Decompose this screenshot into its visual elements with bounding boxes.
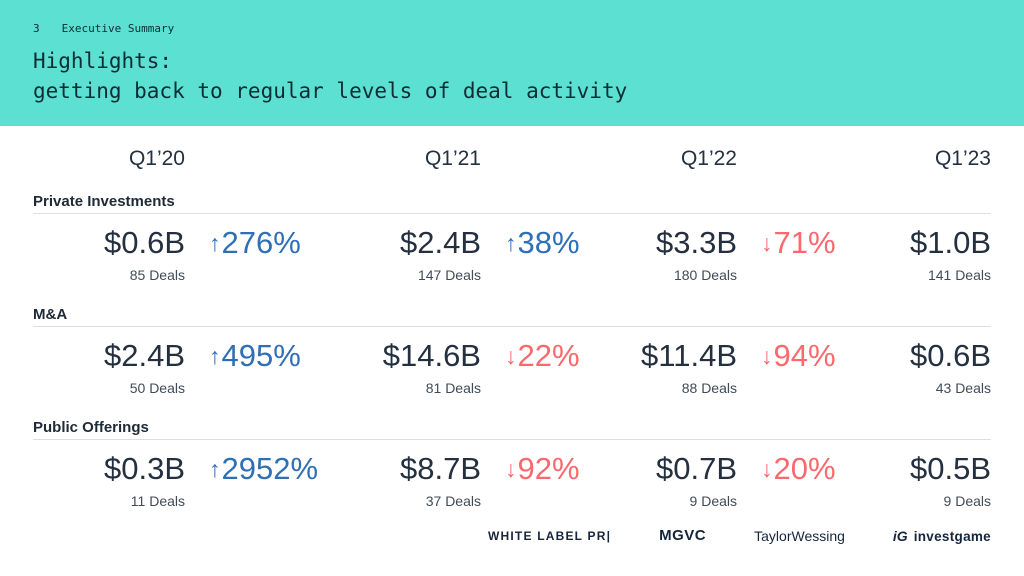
column-header-q1-20: Q1’20 [128,147,185,170]
investgame-monogram-icon: iG [892,527,908,544]
change-value: 38% [517,225,580,260]
change-value: 22% [517,338,580,373]
change-value: 20% [773,451,836,486]
section-label: Public Offerings [33,419,149,436]
deal-count: 37 Deals [425,493,481,509]
deal-count: 50 Deals [129,380,185,396]
value-cell: $1.0B [909,225,991,260]
column-header-q1-22: Q1’22 [680,147,737,170]
value-cell: $11.4B [641,338,737,373]
deal-count: 81 Deals [425,380,481,396]
value-cell: $0.6B [103,225,185,260]
change-cell: ↑38% [481,225,580,263]
change-value: 2952% [221,451,319,486]
arrow-down-icon: ↓ [505,456,517,482]
section-m-and-a: M&A $2.4B ↑495% $14.6B ↓22% $11.4B ↓94% … [33,305,991,397]
arrow-up-icon: ↑ [505,230,517,256]
change-value: 495% [221,338,301,373]
deal-count: 147 Deals [417,267,481,283]
arrow-up-icon: ↑ [209,456,221,482]
deal-count: 9 Deals [943,493,991,509]
section-eyebrow: Executive Summary [61,22,175,35]
investgame-wordmark: investgame [913,528,991,544]
page-number: 3 [33,22,40,35]
change-cell: ↓94% [737,338,836,376]
change-value: 276% [221,225,301,260]
slide-content: Q1’20 Q1’21 Q1’22 Q1’23 Private Investme… [0,147,1024,544]
change-cell: ↓71% [737,225,836,263]
title-line-2: getting back to regular levels of deal a… [33,79,628,103]
deal-count: 11 Deals [130,493,185,509]
change-cell: ↓92% [481,451,580,489]
value-cell: $2.4B [399,225,481,260]
change-value: 94% [773,338,836,373]
value-cell: $14.6B [382,338,481,373]
arrow-down-icon: ↓ [761,230,773,256]
arrow-up-icon: ↑ [209,230,221,256]
taylor-wessing-logo: TaylorWessing [754,527,845,544]
footer-logos: WHITE LABEL PR| MGVC TaylorWessing iG in… [33,527,991,544]
section-label: Private Investments [33,193,175,210]
mgvc-logo: MGVC [659,527,707,544]
section-public-offerings: Public Offerings $0.3B ↑2952% $8.7B ↓92%… [33,418,991,510]
section-private-investments: Private Investments $0.6B ↑276% $2.4B ↑3… [33,192,991,284]
column-header-q1-21: Q1’21 [424,147,481,170]
section-label: M&A [33,306,68,323]
table-row: $0.6B ↑276% $2.4B ↑38% $3.3B ↓71% $1.0B … [33,213,991,284]
value-cell: $2.4B [103,338,185,373]
deal-count: 43 Deals [935,380,991,396]
change-cell: ↑495% [185,338,301,376]
breadcrumb: 3 Executive Summary [33,22,991,35]
table-row: $0.3B ↑2952% $8.7B ↓92% $0.7B ↓20% $0.5B… [33,439,991,510]
page-title: Highlights: getting back to regular leve… [33,46,991,106]
investgame-logo: iG investgame [893,528,991,544]
column-header-q1-23: Q1’23 [934,147,991,170]
change-cell: ↑2952% [185,451,318,489]
change-cell: ↓20% [737,451,836,489]
arrow-down-icon: ↓ [505,343,517,369]
value-cell: $0.3B [103,451,185,486]
value-cell: $0.5B [909,451,991,486]
table-row: $2.4B ↑495% $14.6B ↓22% $11.4B ↓94% $0.6… [33,326,991,397]
value-cell: $0.6B [909,338,991,373]
value-cell: $8.7B [399,451,481,486]
deal-count: 85 Deals [129,267,185,283]
arrow-down-icon: ↓ [761,343,773,369]
deal-count: 180 Deals [673,267,737,283]
change-value: 71% [773,225,836,260]
deal-count: 9 Deals [689,493,737,509]
value-cell: $3.3B [655,225,737,260]
header-band: 3 Executive Summary Highlights: getting … [0,0,1024,126]
change-cell: ↑276% [185,225,301,263]
deal-count: 141 Deals [927,267,991,283]
arrow-down-icon: ↓ [761,456,773,482]
title-line-1: Highlights: [33,49,173,73]
white-label-pr-logo: WHITE LABEL PR| [488,528,612,543]
change-cell: ↓22% [481,338,580,376]
quarter-header-row: Q1’20 Q1’21 Q1’22 Q1’23 [33,147,991,171]
deal-count: 88 Deals [681,380,737,396]
change-value: 92% [517,451,580,486]
value-cell: $0.7B [655,451,737,486]
arrow-up-icon: ↑ [209,343,221,369]
